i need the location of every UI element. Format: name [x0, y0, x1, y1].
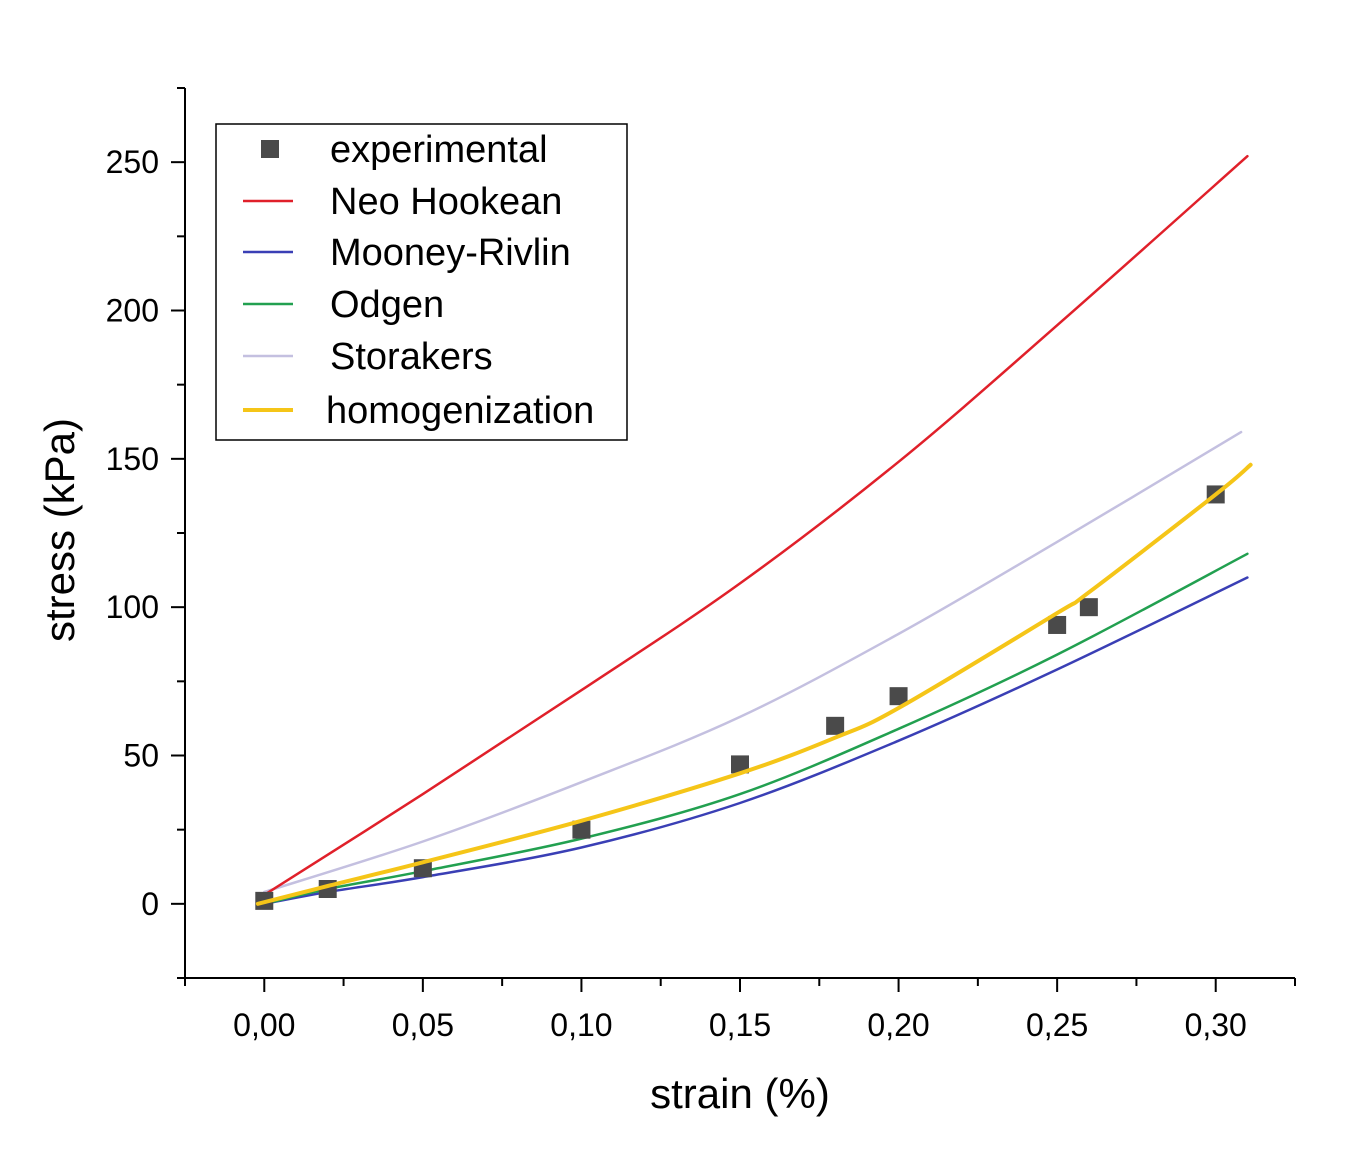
data-point-experimental: [731, 755, 749, 774]
data-point-experimental: [826, 716, 845, 735]
series-line-mooney-rivlin: [263, 576, 1249, 906]
series-layer: [255, 154, 1253, 910]
legend-label-mooney-rivlin: Mooney-Rivlin: [330, 232, 571, 274]
y-tick-label: 250: [106, 144, 159, 180]
series-line-neo-hookean: [263, 154, 1249, 897]
legend-box: [215, 123, 628, 441]
x-tick-label: 0,05: [392, 1007, 454, 1043]
x-tick-label: 0,00: [233, 1007, 295, 1043]
x-axis-title: strain (%): [650, 1070, 830, 1117]
series-line-storakers: [263, 430, 1243, 894]
y-tick-label: 200: [106, 293, 159, 329]
x-tick-label: 0,10: [550, 1007, 612, 1043]
x-tick-label: 0,15: [709, 1007, 771, 1043]
legend-label-experimental: experimental: [330, 129, 548, 171]
legend: experimental Neo Hookean Mooney-Rivlin Odge…: [215, 123, 628, 441]
x-tick-label: 0,20: [867, 1007, 929, 1043]
data-point-experimental: [889, 687, 908, 706]
series-line-homogenization: [255, 462, 1253, 906]
legend-label-odgen: Odgen: [330, 284, 444, 326]
y-tick-label: 100: [106, 589, 159, 625]
legend-label-homogenization: homogenization: [326, 390, 594, 432]
axes-layer: 0 50 100 150 200 250 0,00 0,05 0,10 0,15 0,20 0,25 0…: [106, 87, 1296, 1043]
data-point-experimental: [1079, 598, 1098, 617]
y-axis-title: stress (kPa): [36, 418, 83, 642]
x-tick-label: 0,25: [1026, 1007, 1088, 1043]
data-point-experimental: [1048, 615, 1067, 634]
y-tick-label: 50: [123, 738, 159, 774]
data-point-experimental: [572, 820, 591, 839]
series-line-odgen: [263, 552, 1249, 906]
legend-label-storakers: Storakers: [330, 336, 493, 378]
legend-marker-experimental: [261, 140, 279, 158]
legend-label-neo-hookean: Neo Hookean: [330, 181, 562, 223]
x-tick-label: 0,30: [1185, 1007, 1247, 1043]
y-tick-label: 150: [106, 441, 159, 477]
y-tick-label: 0: [141, 886, 159, 922]
